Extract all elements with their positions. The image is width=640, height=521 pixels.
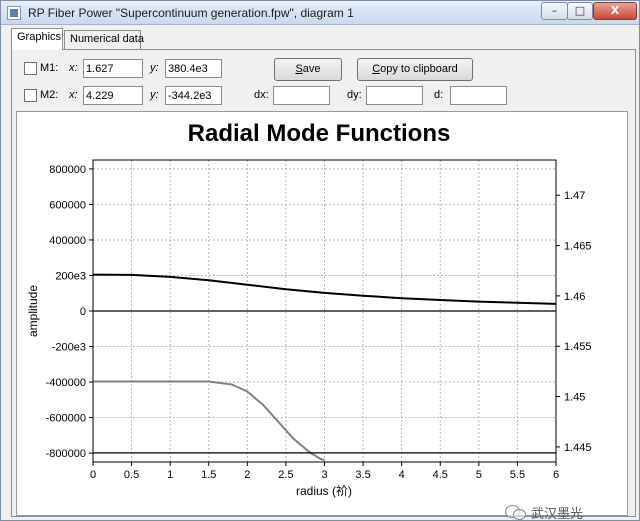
dy-field[interactable] <box>366 86 423 105</box>
window-title: RP Fiber Power "Supercontinuum generatio… <box>28 6 354 20</box>
plot-area[interactable]: Radial Mode Functions 0 0.5 1 1.5 2 2.5 3 3.5 4 4… <box>16 111 628 516</box>
y-left-tick-label: -600000 <box>46 413 86 425</box>
m1-label: M1: <box>40 62 59 74</box>
x-tick-label: 2 <box>244 469 250 481</box>
x-tick-label: 4.5 <box>433 469 448 481</box>
y-left-tick-label: 800000 <box>49 164 86 176</box>
minimize-button[interactable]: – <box>541 2 568 20</box>
tab-graphics[interactable]: Graphics <box>11 28 63 50</box>
m2-y-label: y: <box>150 89 159 101</box>
m2-label: M2: <box>40 89 59 101</box>
copy-button-hotkey: C <box>372 63 381 75</box>
save-button-label: ave <box>302 63 321 75</box>
save-button[interactable]: Save <box>274 58 342 81</box>
y-left-tick-label: 600000 <box>49 199 86 211</box>
dy-label: dy: <box>347 89 362 101</box>
copy-button-label: opy to clipboard <box>380 63 458 75</box>
x-tick-label: 1 <box>167 469 173 481</box>
m2-y-field[interactable] <box>165 86 222 105</box>
m1-x-label: x: <box>69 62 78 74</box>
m2-checkbox[interactable] <box>24 89 37 102</box>
y-left-tick-label: 0 <box>80 306 86 318</box>
save-button-hotkey: S <box>295 63 303 75</box>
app-icon <box>7 6 21 20</box>
maximize-button[interactable]: □ <box>567 2 593 20</box>
x-tick-label: 6 <box>553 469 559 481</box>
chart-series <box>92 273 557 461</box>
close-button[interactable]: X <box>593 2 637 20</box>
x-tick-label: 3.5 <box>355 469 370 481</box>
chart-title: Radial Mode Functions <box>188 120 451 147</box>
dx-label: dx: <box>254 89 269 101</box>
chart-ticks: 0 0.5 1 1.5 2 2.5 3 3.5 4 4.5 5 5.5 6 800000 600000 400… <box>46 164 592 481</box>
y-left-tick-label: -800000 <box>46 448 86 460</box>
x-tick-label: 2.5 <box>278 469 293 481</box>
x-axis-label: radius (祄) <box>296 483 352 498</box>
y-left-tick-label: 200e3 <box>55 270 86 282</box>
series-line-2 <box>93 380 325 461</box>
title-bar[interactable]: RP Fiber Power "Supercontinuum generatio… <box>1 1 639 25</box>
x-tick-label: 0 <box>90 469 96 481</box>
y-right-tick-label: 1.445 <box>564 442 592 454</box>
m1-y-field[interactable] <box>165 59 222 78</box>
x-tick-label: 1.5 <box>201 469 216 481</box>
y-axis-label: amplitude <box>26 285 40 337</box>
tab-numerical-data[interactable]: Numerical data <box>64 30 144 50</box>
watermark: 武汉墨光 <box>505 504 584 521</box>
x-tick-label: 4 <box>399 469 405 481</box>
mode-function-chart[interactable]: Radial Mode Functions 0 0.5 1 1.5 2 2.5 3 3.5 4 4… <box>17 112 627 515</box>
x-tick-label: 5 <box>476 469 482 481</box>
y-left-tick-label: -200e3 <box>52 342 86 354</box>
m2-x-field[interactable] <box>83 86 143 105</box>
y-right-tick-label: 1.455 <box>564 341 592 353</box>
y-left-tick-label: -400000 <box>46 377 86 389</box>
m1-y-label: y: <box>150 62 159 74</box>
m1-x-field[interactable] <box>83 59 143 78</box>
y-right-tick-label: 1.46 <box>564 291 585 303</box>
x-tick-label: 3 <box>321 469 327 481</box>
y-right-tick-label: 1.47 <box>564 190 585 202</box>
series-line-0 <box>92 273 557 305</box>
m2-x-label: x: <box>69 89 78 101</box>
y-left-tick-label: 400000 <box>49 235 86 247</box>
d-field[interactable] <box>450 86 507 105</box>
d-label: d: <box>434 89 444 101</box>
copy-to-clipboard-button[interactable]: Copy to clipboard <box>357 58 473 81</box>
y-right-tick-label: 1.465 <box>564 241 592 253</box>
x-tick-label: 0.5 <box>124 469 139 481</box>
dx-field[interactable] <box>273 86 330 105</box>
x-tick-label: 5.5 <box>510 469 525 481</box>
watermark-text: 武汉墨光 <box>531 506 584 521</box>
m1-checkbox[interactable] <box>24 62 37 75</box>
wechat-icon <box>505 505 527 520</box>
y-right-tick-label: 1.45 <box>564 392 585 404</box>
